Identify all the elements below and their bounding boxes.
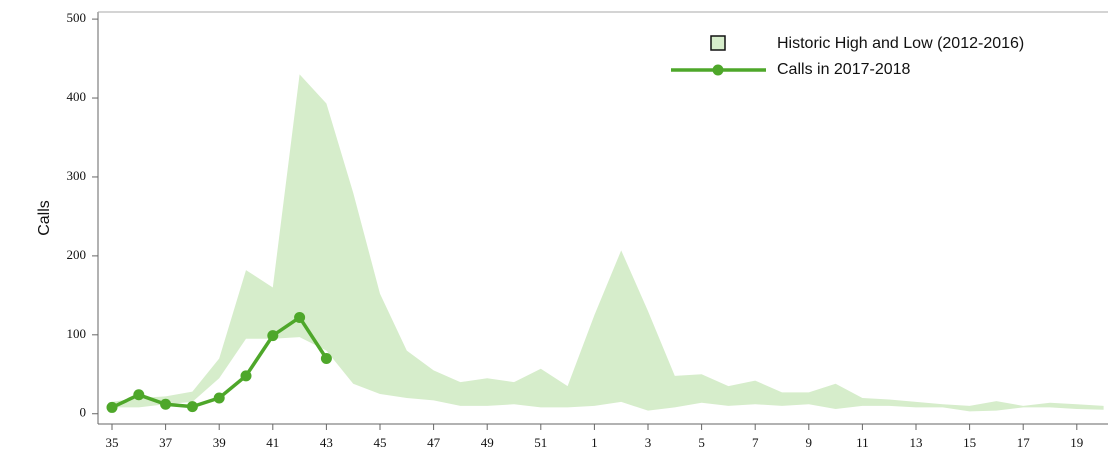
- x-tick-label: 35: [106, 435, 119, 450]
- calls-point: [294, 311, 306, 323]
- calls-point: [240, 370, 252, 382]
- x-tick-label: 15: [963, 435, 976, 450]
- x-tick-label: 11: [856, 435, 869, 450]
- x-tick-label: 43: [320, 435, 333, 450]
- y-tick-label: 500: [67, 10, 87, 25]
- calls-point: [160, 398, 172, 410]
- y-tick-label: 100: [67, 326, 87, 341]
- y-tick-label: 0: [80, 405, 87, 420]
- x-tick-label: 51: [534, 435, 547, 450]
- x-tick-label: 45: [374, 435, 387, 450]
- legend-swatch: [710, 35, 726, 51]
- x-tick-label: 39: [213, 435, 226, 450]
- x-tick-label: 17: [1017, 435, 1031, 450]
- legend-label: Historic High and Low (2012-2016): [777, 35, 1024, 52]
- legend-marker: [712, 64, 724, 76]
- calls-point: [106, 401, 118, 413]
- x-tick-label: 3: [645, 435, 652, 450]
- x-tick-label: 41: [266, 435, 279, 450]
- calls-point: [133, 389, 145, 401]
- y-tick-label: 200: [67, 247, 87, 262]
- calls-point: [267, 330, 279, 342]
- x-tick-label: 9: [806, 435, 813, 450]
- calls-point: [320, 352, 332, 364]
- y-tick-label: 300: [67, 168, 87, 183]
- calls-point: [186, 401, 198, 413]
- x-tick-label: 37: [159, 435, 173, 450]
- x-tick-label: 1: [591, 435, 598, 450]
- x-tick-label: 47: [427, 435, 441, 450]
- x-tick-label: 13: [910, 435, 923, 450]
- legend-label: Calls in 2017-2018: [777, 61, 911, 78]
- y-axis-label: Calls: [36, 200, 53, 236]
- x-tick-label: 49: [481, 435, 494, 450]
- x-tick-label: 19: [1070, 435, 1083, 450]
- x-tick-label: 7: [752, 435, 759, 450]
- high-low-band: [112, 74, 1104, 412]
- y-tick-label: 400: [67, 89, 87, 104]
- x-tick-label: 5: [698, 435, 705, 450]
- calls-point: [213, 392, 225, 404]
